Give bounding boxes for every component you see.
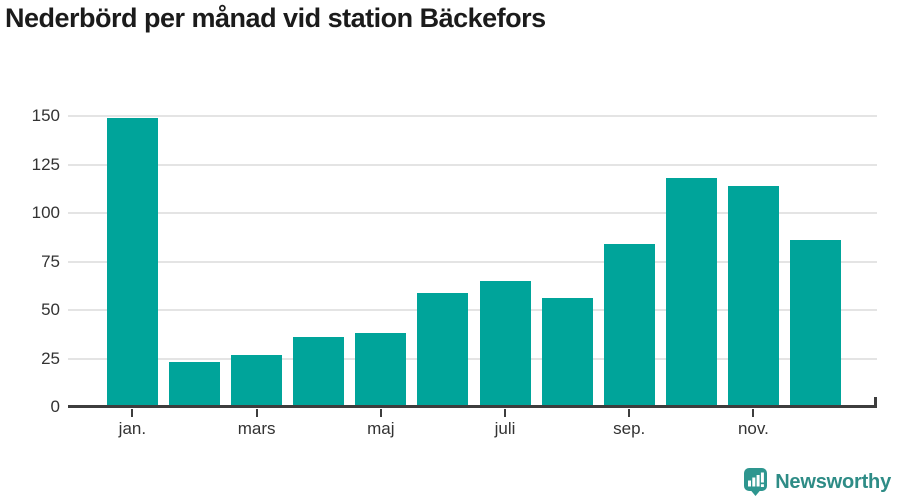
bar-month-4 — [293, 337, 345, 407]
x-axis-endcap-tick — [874, 397, 877, 408]
x-tick-label-jan.: jan. — [118, 419, 147, 438]
bar-month-12 — [790, 240, 841, 407]
x-tick-label-juli: juli — [494, 419, 516, 438]
bar-month-6 — [417, 292, 469, 407]
bar-month-2 — [169, 362, 220, 407]
gridline-y-150 — [68, 115, 877, 117]
x-tick-label-maj: maj — [367, 419, 395, 438]
bar-month-5 — [355, 333, 407, 407]
x-tick-maj — [379, 409, 382, 417]
gridline-y-75 — [68, 260, 877, 263]
x-tick-juli — [504, 409, 506, 417]
x-tick-nov. — [752, 409, 755, 417]
y-tick-label-100: 100 — [31, 203, 60, 222]
gridline-y-50 — [68, 309, 877, 311]
bar-month-8 — [541, 298, 593, 407]
x-axis-line — [68, 405, 877, 408]
brand-footer: Newsworthy — [743, 467, 891, 497]
y-tick-label-25: 25 — [41, 348, 60, 368]
x-tick-label-nov.: nov. — [737, 419, 769, 438]
bar-month-7 — [479, 280, 531, 407]
x-tick-mars — [255, 409, 258, 417]
x-tick-jan. — [131, 409, 134, 417]
x-tick-label-mars: mars — [237, 419, 276, 438]
bar-month-1 — [106, 117, 158, 407]
plot-area: jan. mars maj juli sep. nov. — [68, 115, 877, 438]
bar-month-9 — [603, 244, 655, 407]
gridline-y-25 — [68, 357, 877, 360]
bar-month-11 — [727, 185, 779, 407]
gridline-y-100 — [68, 212, 877, 214]
newsworthy-logo-icon — [744, 468, 768, 496]
y-tick-label-125: 125 — [31, 154, 60, 174]
y-tick-label-0: 0 — [50, 397, 60, 416]
x-tick-label-sep.: sep. — [613, 419, 646, 438]
chart-title: Nederbörd per månad vid station Bäckefor… — [5, 3, 546, 33]
bar-month-3 — [231, 354, 283, 407]
y-tick-label-50: 50 — [41, 300, 60, 319]
gridline-y-125 — [68, 163, 877, 166]
bar-month-10 — [665, 178, 717, 407]
y-tick-label-75: 75 — [41, 251, 60, 271]
x-tick-sep. — [628, 409, 631, 417]
y-tick-label-150: 150 — [31, 106, 60, 125]
newsworthy-logo-text: Newsworthy — [775, 470, 891, 493]
